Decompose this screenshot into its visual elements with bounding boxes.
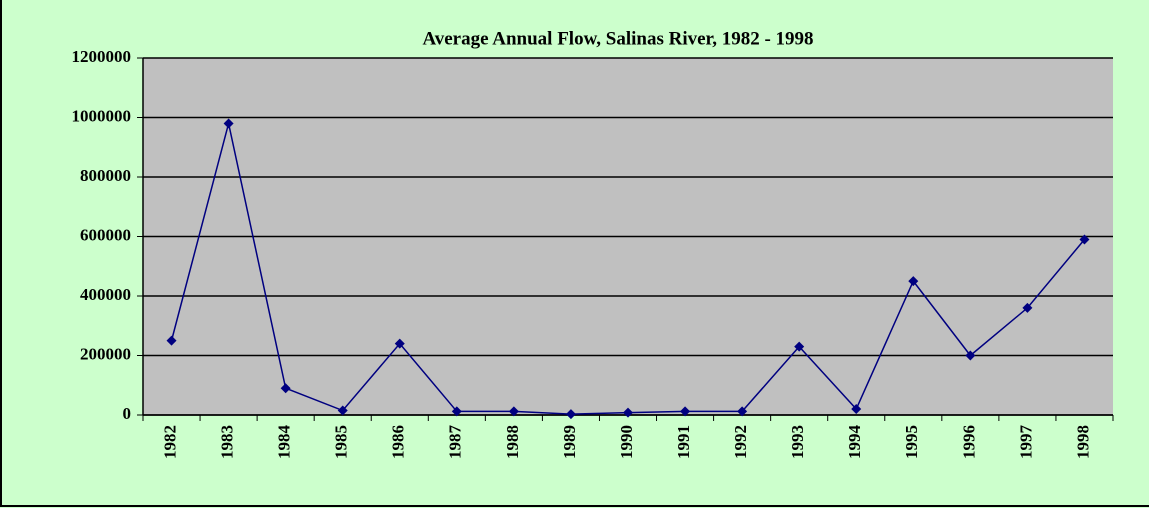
x-tick-label: 1982	[160, 425, 179, 459]
data-point	[737, 406, 748, 417]
data-point	[1022, 302, 1033, 313]
data-point	[680, 406, 691, 417]
data-point	[394, 338, 405, 349]
data-point	[1079, 234, 1090, 245]
x-tick-label: 1996	[959, 425, 978, 459]
data-point	[565, 409, 576, 420]
data-point	[280, 383, 291, 394]
data-point	[851, 404, 862, 415]
x-tick-label: 1990	[617, 425, 636, 459]
x-tick-label: 1985	[332, 425, 351, 459]
x-tick-label: 1983	[217, 425, 236, 459]
data-point	[451, 406, 462, 417]
x-tick-label: 1991	[674, 425, 693, 459]
y-tick-label: 600000	[80, 225, 131, 244]
data-point	[337, 405, 348, 416]
data-point	[908, 276, 919, 287]
x-tick-label: 1987	[446, 425, 465, 460]
x-tick-label: 1988	[503, 425, 522, 459]
x-tick-label: 1986	[389, 425, 408, 459]
x-tick-label: 1997	[1016, 425, 1035, 460]
x-tick-label: 1995	[902, 425, 921, 459]
y-tick-label: 1200000	[72, 47, 132, 66]
chart-title: Average Annual Flow, Salinas River, 1982…	[422, 28, 813, 49]
data-point	[223, 118, 234, 129]
y-tick-label: 800000	[80, 166, 131, 185]
x-tick-label: 1998	[1073, 425, 1092, 459]
data-point	[508, 406, 519, 417]
y-tick-label: 400000	[80, 285, 131, 304]
data-point	[166, 335, 177, 346]
x-tick-label: 1994	[845, 425, 864, 460]
y-tick-label: 0	[123, 404, 132, 423]
x-tick-label: 1992	[731, 425, 750, 459]
x-tick-label: 1993	[788, 425, 807, 459]
y-tick-label: 200000	[80, 344, 131, 363]
data-point	[623, 407, 633, 418]
x-tick-label: 1984	[275, 425, 294, 460]
data-point	[794, 341, 805, 352]
data-point	[965, 350, 976, 361]
y-tick-label: 1000000	[72, 106, 132, 125]
x-tick-label: 1989	[560, 425, 579, 459]
